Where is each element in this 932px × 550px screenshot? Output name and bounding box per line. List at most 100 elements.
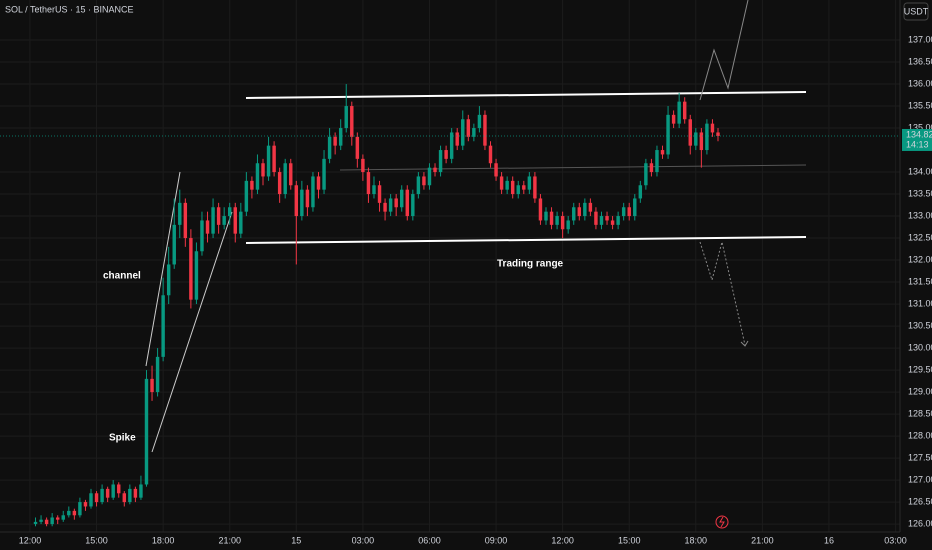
candle-body [377, 185, 382, 203]
y-tick-label: 129.50 [908, 364, 932, 374]
candle-body [261, 163, 265, 177]
candle-body [50, 517, 54, 525]
candle-body [94, 493, 99, 503]
x-tick-label: 03:00 [884, 535, 907, 545]
candle-body [516, 185, 520, 195]
candle-body [577, 207, 582, 217]
candle-body [594, 211, 598, 225]
candle-body [372, 185, 376, 195]
candle-body [510, 180, 515, 195]
candle-body [311, 176, 315, 208]
candle-body [649, 163, 654, 173]
candle-body [461, 119, 465, 146]
candle-body [89, 493, 93, 507]
candle-body [355, 136, 360, 159]
candle-body [466, 119, 471, 137]
y-tick-label: 126.00 [908, 518, 932, 528]
candle-body [716, 132, 720, 136]
y-tick-label: 127.00 [908, 474, 932, 484]
countdown-label: 14:13 [906, 139, 929, 149]
candle-body [588, 202, 593, 212]
y-tick-label: 130.50 [908, 320, 932, 330]
candle-body [277, 172, 282, 195]
range-top-line [245, 91, 807, 99]
candle-body [316, 176, 321, 190]
candle-body [616, 216, 620, 225]
x-tick-label: 18:00 [685, 535, 708, 545]
arrow-head [740, 340, 749, 347]
candle-body [560, 216, 565, 230]
candle-body [488, 145, 493, 164]
candle-body [494, 163, 498, 177]
candle-body [566, 220, 570, 230]
candle-body [105, 488, 110, 498]
candle-body [433, 167, 437, 173]
candle-body [688, 119, 692, 146]
y-tick-label: 129.00 [908, 386, 932, 396]
candle-body [477, 114, 482, 129]
y-tick-label: 131.50 [908, 276, 932, 286]
candle-body [533, 176, 537, 199]
candle-body [183, 202, 188, 239]
candle-body [710, 123, 715, 133]
y-tick-label: 135.50 [908, 100, 932, 110]
x-tick-label: 15 [291, 535, 301, 545]
currency-button[interactable] [903, 2, 929, 21]
event-icon[interactable] [715, 515, 729, 529]
y-tick-label: 132.00 [908, 254, 932, 264]
candle-body [222, 216, 226, 225]
candle-body [233, 207, 237, 234]
candle-body [682, 101, 687, 120]
y-tick-label: 127.50 [908, 452, 932, 462]
candle-body [705, 123, 709, 151]
candle-body [216, 207, 221, 225]
x-tick-label: 15:00 [618, 535, 641, 545]
candle-body [344, 106, 348, 129]
x-tick-label: 12:00 [19, 535, 42, 545]
annotation-channel: channel [103, 271, 141, 282]
candle-body [78, 502, 82, 516]
y-tick-label: 135.00 [908, 122, 932, 132]
candle-body [83, 502, 88, 507]
candle-body [150, 378, 154, 393]
y-tick-label: 137.00 [908, 34, 932, 44]
last-price-label: 134.82 [906, 129, 932, 139]
candle-body [67, 510, 71, 516]
candle-body [283, 163, 287, 195]
candle-body [122, 493, 127, 503]
candle-body [383, 202, 387, 212]
candle-body [266, 145, 271, 177]
candle-body [671, 114, 676, 124]
candle-body [527, 176, 532, 190]
candle-body [400, 189, 404, 208]
candle-body [416, 176, 421, 195]
candle-body [644, 163, 648, 186]
y-tick-label: 130.00 [908, 342, 932, 352]
candle-body [227, 207, 232, 217]
candle-body [255, 163, 260, 190]
candle-body [394, 198, 398, 208]
x-tick-label: 12:00 [551, 535, 574, 545]
x-tick-label: 06:00 [418, 535, 441, 545]
candle-body [272, 145, 276, 173]
candle-body [572, 207, 576, 221]
candle-body [55, 517, 60, 520]
candle-body [583, 202, 587, 217]
candle-body [128, 488, 132, 503]
x-tick-label: 21:00 [751, 535, 774, 545]
candle-body [250, 180, 254, 190]
y-tick-label: 128.00 [908, 430, 932, 440]
candle-body [172, 224, 176, 265]
candle-body [499, 176, 504, 190]
candle-body [44, 519, 49, 525]
candle-body [144, 378, 149, 485]
candle-body [322, 158, 326, 190]
currency-label[interactable]: USDT [904, 6, 929, 16]
y-tick-label: 126.50 [908, 496, 932, 506]
x-tick-label: 18:00 [152, 535, 175, 545]
candle-body [549, 211, 554, 225]
x-tick-label: 15:00 [85, 535, 108, 545]
candle-body [444, 150, 448, 159]
candle-body [244, 180, 249, 212]
x-tick-label: 16 [824, 535, 834, 545]
